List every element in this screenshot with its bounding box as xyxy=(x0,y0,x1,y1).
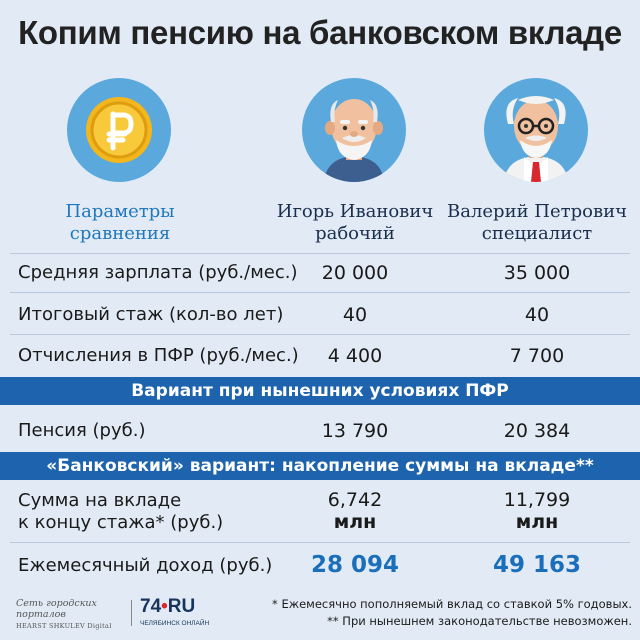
pension-igor: 13 790 xyxy=(321,420,389,442)
hearst-shkulev-logo: Сеть городских порталов HEARST SHKULEV D… xyxy=(16,598,112,630)
row-label-salary: Средняя зарплата (руб./мес.) xyxy=(18,262,298,283)
salary-valery: 35 000 xyxy=(503,262,571,284)
separator xyxy=(10,253,630,254)
page-title: Копим пенсию на банковском вкладе xyxy=(18,14,622,51)
experience-valery: 40 xyxy=(524,304,550,326)
separator xyxy=(10,292,630,293)
income-valery: 49 163 xyxy=(492,552,582,578)
salary-igor: 20 000 xyxy=(321,262,389,284)
igor-column-header: Игорь Иванович рабочий xyxy=(276,201,434,244)
74ru-logo-subtitle: ЧЕЛЯБИНСК ОНЛАЙН xyxy=(140,620,210,627)
contributions-valery: 7 700 xyxy=(509,345,565,367)
row-label-monthly-income: Ежемесячный доход (руб.) xyxy=(18,555,273,576)
params-column-header: Параметры сравнения xyxy=(65,201,175,244)
separator xyxy=(10,334,630,335)
deposit-valery: 11,799 млн xyxy=(503,489,571,533)
income-igor: 28 094 xyxy=(310,552,400,578)
valery-column-header: Валерий Петрович специалист xyxy=(447,201,627,244)
contributions-igor: 4 400 xyxy=(327,345,383,367)
row-label-experience: Итоговый стаж (кол-во лет) xyxy=(18,304,284,325)
elderly-man-avatar-icon xyxy=(302,78,406,182)
74ru-logo: 74•RU xyxy=(140,596,196,617)
elderly-man-glasses-tie-avatar-icon xyxy=(484,78,588,182)
experience-igor: 40 xyxy=(342,304,368,326)
deposit-igor: 6,742 млн xyxy=(327,489,383,533)
section-band-current-pfr: Вариант при нынешних условиях ПФР xyxy=(0,377,640,405)
row-label-pension: Пенсия (руб.) xyxy=(18,420,146,441)
footnotes: * Ежемесячно пополняемый вклад со ставко… xyxy=(272,597,632,628)
section-band-bank-deposit: «Банковский» вариант: накопление суммы н… xyxy=(0,452,640,480)
row-label-deposit: Сумма на вкладе к концу стажа* (руб.) xyxy=(18,490,224,533)
ruble-coin-icon xyxy=(67,78,171,182)
pension-valery: 20 384 xyxy=(503,420,571,442)
row-label-contributions: Отчисления в ПФР (руб./мес.) xyxy=(18,345,299,366)
footer-divider xyxy=(131,600,132,626)
separator xyxy=(10,542,630,543)
